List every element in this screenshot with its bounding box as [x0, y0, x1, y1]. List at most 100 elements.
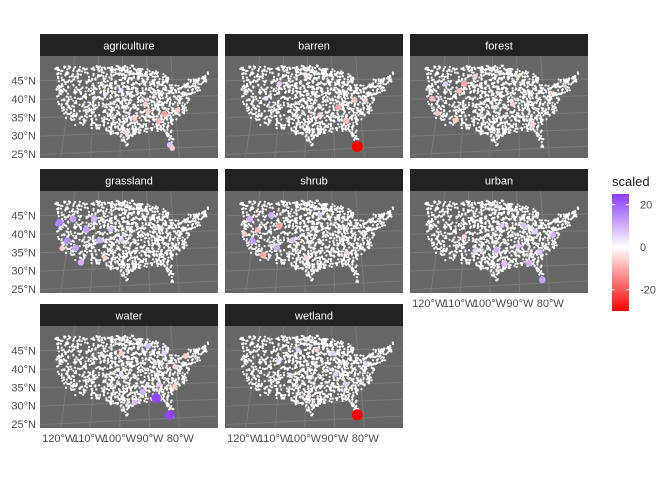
map-point: [253, 67, 256, 70]
map-point: [355, 84, 358, 87]
map-point: [126, 88, 129, 91]
map-point: [299, 80, 302, 83]
map-point: [185, 96, 188, 100]
map-point: [527, 81, 530, 85]
map-point: [306, 120, 309, 124]
map-point: [467, 101, 470, 104]
map-point: [330, 112, 334, 115]
map-point: [118, 119, 121, 122]
map-point: [475, 106, 478, 109]
map-point: [299, 126, 302, 129]
map-point: [356, 89, 359, 92]
map-point: [249, 83, 252, 86]
map-point: [555, 96, 558, 100]
map-point: [460, 114, 463, 118]
map-point: [89, 103, 92, 106]
map-point: [476, 97, 479, 100]
map-point: [77, 80, 80, 83]
map-point: [257, 99, 260, 102]
map-point: [76, 72, 79, 75]
map-point: [283, 97, 286, 101]
map-point: [350, 94, 353, 97]
map-point: [302, 68, 305, 71]
map-point: [427, 68, 431, 72]
map-point: [365, 92, 368, 95]
map-point: [186, 83, 189, 86]
map-point: [158, 212, 161, 215]
map-point: [476, 112, 479, 115]
map-point: [169, 90, 172, 93]
map-point: [334, 86, 337, 89]
map-point: [315, 83, 318, 86]
map-point: [537, 107, 540, 110]
map-point: [168, 117, 171, 120]
map-point: [102, 83, 105, 86]
map-point: [362, 113, 365, 116]
map-point: [117, 97, 120, 100]
map-point: [450, 122, 453, 125]
map-point: [444, 115, 447, 118]
map-point: [330, 125, 333, 128]
map-point: [97, 95, 101, 98]
map-point: [87, 104, 90, 107]
map-point: [268, 101, 271, 104]
map-point: [328, 74, 331, 77]
map-point: [263, 110, 266, 113]
map-point: [289, 110, 292, 114]
map-point: [567, 86, 570, 89]
map-point: [519, 86, 523, 89]
map-point: [542, 114, 545, 117]
map-point: [267, 109, 270, 112]
map-point: [139, 235, 142, 238]
map-point: [460, 127, 463, 130]
map-point: [121, 120, 124, 124]
map-point: [63, 112, 66, 115]
map-point: [156, 89, 159, 92]
map-point: [309, 71, 312, 74]
map-point: [341, 127, 344, 130]
map-point: [331, 127, 334, 130]
map-point: [282, 95, 286, 98]
map-point: [341, 99, 344, 103]
map-point: [334, 116, 337, 119]
map-point: [158, 77, 161, 80]
map-point: [91, 92, 94, 95]
map-point: [241, 75, 245, 78]
map-point: [274, 103, 277, 106]
map-point: [461, 92, 464, 95]
map-point: [322, 104, 325, 107]
map-point: [351, 124, 355, 127]
map-point: [259, 124, 262, 127]
map-point: [493, 81, 496, 84]
map-point: [454, 115, 457, 118]
map-point: [149, 73, 152, 76]
map-point: [243, 87, 246, 90]
map-point: [310, 114, 313, 117]
map-point: [481, 92, 484, 95]
map-point: [480, 110, 483, 114]
map-point: [155, 115, 158, 118]
map-point: [453, 101, 456, 104]
map-point: [436, 80, 439, 83]
map-point: [114, 80, 117, 83]
map-point: [528, 89, 531, 92]
map-point: [268, 68, 271, 71]
map-point: [475, 129, 478, 132]
map-point: [157, 81, 160, 85]
map-point: [462, 108, 465, 111]
map-point: [553, 109, 556, 112]
map-point: [131, 94, 134, 97]
map-point: [168, 138, 171, 141]
map-point: [166, 126, 169, 129]
map-point: [74, 115, 77, 118]
map-point: [267, 103, 270, 106]
map-point: [458, 107, 461, 110]
map-point: [484, 80, 487, 83]
map-point: [287, 77, 290, 80]
map-point: [61, 109, 64, 112]
map-point: [493, 97, 496, 100]
map-point: [317, 82, 320, 85]
map-point: [306, 106, 309, 109]
map-point: [563, 91, 567, 94]
